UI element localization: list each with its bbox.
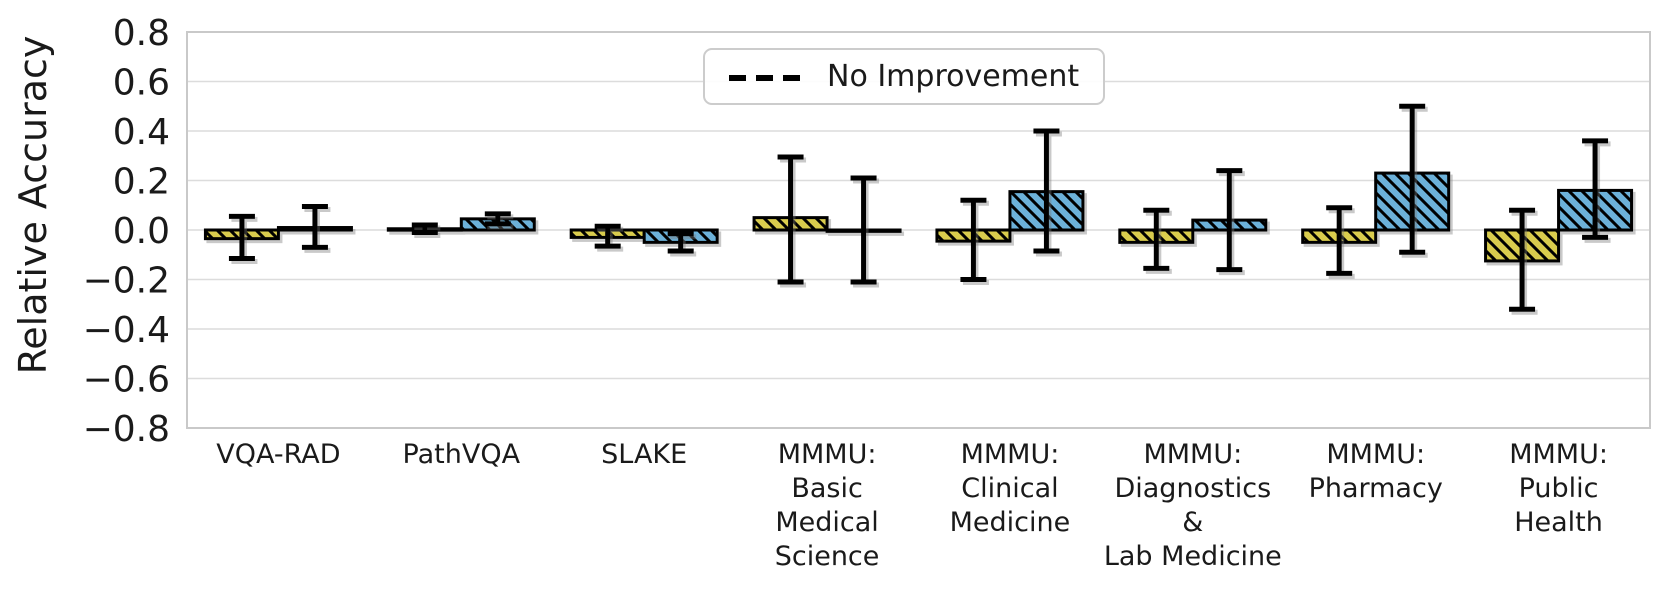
x-tick-labels: VQA-RAD PathVQA SLAKE MMMU: Basic Medical Scie… (216, 439, 1608, 572)
y-tick-label: 0.2 (113, 162, 170, 203)
error-bar-series-blue-6 (1399, 103, 1426, 255)
y-tick-label: −0.6 (83, 360, 170, 401)
error-bar-series-yellow-4 (960, 197, 987, 282)
plot-border (186, 31, 1651, 429)
x-tick-label: MMMU: Public Health (1509, 439, 1608, 538)
x-tick-label: MMMU: Diagnostics & Lab Medicine (1104, 439, 1282, 572)
error-bar-series-yellow-5 (1143, 207, 1170, 271)
y-tick-label: −0.4 (83, 310, 170, 351)
y-axis-label: Relative Accuracy (11, 35, 55, 375)
error-bar-series-blue-5 (1216, 168, 1243, 273)
error-bar-series-blue-0 (301, 203, 328, 250)
y-tick-label: −0.8 (83, 409, 170, 450)
error-bar-series-blue-7 (1582, 138, 1609, 240)
y-tick-label: 0.8 (113, 13, 170, 54)
error-bar-series-blue-4 (1033, 128, 1060, 254)
error-bar-series-yellow-2 (594, 223, 621, 249)
x-tick-label: MMMU: Basic Medical Science (775, 439, 880, 572)
legend-label: No Improvement (827, 59, 1080, 94)
axes-spines (186, 31, 1651, 429)
legend: No Improvement (703, 48, 1106, 105)
dashed-line-sample-icon (729, 74, 801, 81)
error-bars (228, 103, 1609, 312)
x-tick-label: VQA-RAD (216, 439, 340, 470)
bars (203, 171, 1634, 263)
error-bar-series-yellow-3 (777, 154, 804, 285)
y-tick-label: 0.0 (113, 211, 170, 252)
y-tick-labels: 0.8 0.6 0.4 0.2 0.0 −0.2 −0.4 −0.6 −0.8 (83, 13, 170, 450)
x-tick-label: PathVQA (403, 439, 521, 470)
error-bar-series-blue-3 (850, 175, 877, 285)
x-tick-label: MMMU: Pharmacy (1309, 439, 1443, 504)
error-bar-series-yellow-7 (1509, 207, 1536, 312)
error-bar-series-blue-1 (484, 211, 511, 227)
y-tick-label: −0.2 (83, 261, 170, 302)
y-tick-label: 0.4 (113, 112, 170, 153)
error-bar-series-yellow-0 (228, 213, 255, 261)
x-tick-label: MMMU: Clinical Medicine (950, 439, 1071, 538)
x-tick-label: SLAKE (601, 439, 687, 470)
error-bar-series-blue-2 (667, 231, 694, 254)
error-bar-series-yellow-1 (411, 222, 438, 235)
y-tick-label: 0.6 (113, 63, 170, 104)
error-bar-series-yellow-6 (1326, 205, 1353, 276)
